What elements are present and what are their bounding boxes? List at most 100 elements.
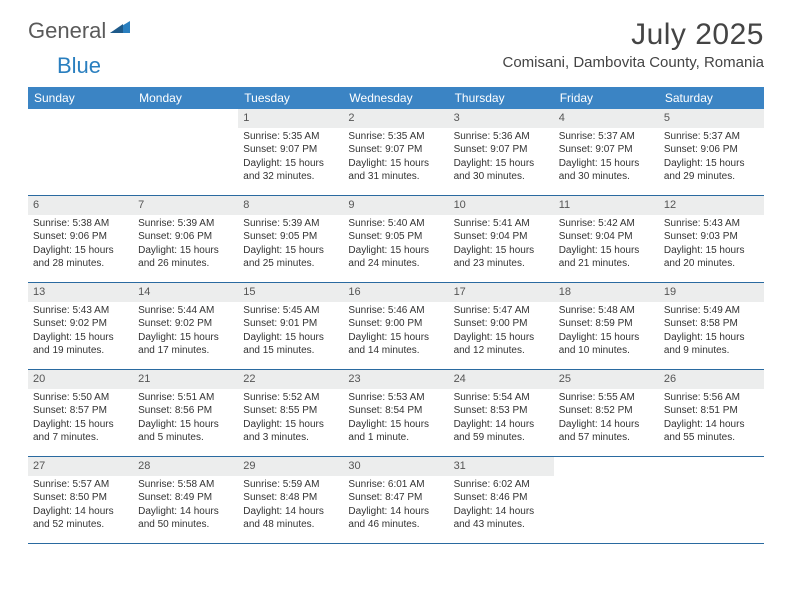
day-day2: and 15 minutes. bbox=[243, 344, 338, 358]
day-number: 29 bbox=[238, 457, 343, 476]
day-day2: and 5 minutes. bbox=[138, 431, 233, 445]
day-cell: 13Sunrise: 5:43 AMSunset: 9:02 PMDayligh… bbox=[28, 283, 133, 369]
day-sunrise: Sunrise: 5:39 AM bbox=[138, 217, 233, 231]
day-day1: Daylight: 15 hours bbox=[33, 418, 128, 432]
day-sunset: Sunset: 8:49 PM bbox=[138, 491, 233, 505]
day-cell: 4Sunrise: 5:37 AMSunset: 9:07 PMDaylight… bbox=[554, 109, 659, 195]
day-number: 18 bbox=[554, 283, 659, 302]
day-number: 14 bbox=[133, 283, 238, 302]
day-number: 27 bbox=[28, 457, 133, 476]
weekday-header: Monday bbox=[133, 87, 238, 109]
day-cell: 17Sunrise: 5:47 AMSunset: 9:00 PMDayligh… bbox=[449, 283, 554, 369]
day-sunset: Sunset: 9:07 PM bbox=[243, 143, 338, 157]
weekday-header: Wednesday bbox=[343, 87, 448, 109]
day-cell: 16Sunrise: 5:46 AMSunset: 9:00 PMDayligh… bbox=[343, 283, 448, 369]
day-cell: 24Sunrise: 5:54 AMSunset: 8:53 PMDayligh… bbox=[449, 370, 554, 456]
day-day2: and 28 minutes. bbox=[33, 257, 128, 271]
day-cell: 18Sunrise: 5:48 AMSunset: 8:59 PMDayligh… bbox=[554, 283, 659, 369]
day-number: 30 bbox=[343, 457, 448, 476]
day-content: Sunrise: 5:43 AMSunset: 9:02 PMDaylight:… bbox=[28, 302, 133, 362]
day-number: 7 bbox=[133, 196, 238, 215]
day-day1: Daylight: 15 hours bbox=[664, 157, 759, 171]
day-sunset: Sunset: 9:06 PM bbox=[664, 143, 759, 157]
day-sunset: Sunset: 9:02 PM bbox=[33, 317, 128, 331]
day-number: 11 bbox=[554, 196, 659, 215]
day-sunrise: Sunrise: 5:43 AM bbox=[664, 217, 759, 231]
day-cell: 8Sunrise: 5:39 AMSunset: 9:05 PMDaylight… bbox=[238, 196, 343, 282]
day-cell: 15Sunrise: 5:45 AMSunset: 9:01 PMDayligh… bbox=[238, 283, 343, 369]
day-sunrise: Sunrise: 5:40 AM bbox=[348, 217, 443, 231]
day-cell: 6Sunrise: 5:38 AMSunset: 9:06 PMDaylight… bbox=[28, 196, 133, 282]
day-sunrise: Sunrise: 5:58 AM bbox=[138, 478, 233, 492]
day-day1: Daylight: 15 hours bbox=[138, 244, 233, 258]
logo-text-general: General bbox=[28, 18, 106, 44]
day-sunset: Sunset: 8:59 PM bbox=[559, 317, 654, 331]
day-day1: Daylight: 15 hours bbox=[243, 157, 338, 171]
day-number: 21 bbox=[133, 370, 238, 389]
day-cell: 5Sunrise: 5:37 AMSunset: 9:06 PMDaylight… bbox=[659, 109, 764, 195]
day-sunrise: Sunrise: 5:39 AM bbox=[243, 217, 338, 231]
day-content: Sunrise: 5:36 AMSunset: 9:07 PMDaylight:… bbox=[449, 128, 554, 188]
day-content: Sunrise: 5:42 AMSunset: 9:04 PMDaylight:… bbox=[554, 215, 659, 275]
day-day2: and 55 minutes. bbox=[664, 431, 759, 445]
day-cell bbox=[133, 109, 238, 195]
day-day1: Daylight: 15 hours bbox=[348, 331, 443, 345]
day-content: Sunrise: 5:56 AMSunset: 8:51 PMDaylight:… bbox=[659, 389, 764, 449]
day-day2: and 46 minutes. bbox=[348, 518, 443, 532]
day-cell: 19Sunrise: 5:49 AMSunset: 8:58 PMDayligh… bbox=[659, 283, 764, 369]
day-sunrise: Sunrise: 6:02 AM bbox=[454, 478, 549, 492]
day-day2: and 17 minutes. bbox=[138, 344, 233, 358]
day-day1: Daylight: 15 hours bbox=[559, 331, 654, 345]
day-sunset: Sunset: 9:07 PM bbox=[559, 143, 654, 157]
day-day1: Daylight: 15 hours bbox=[138, 418, 233, 432]
day-number: 1 bbox=[238, 109, 343, 128]
day-sunrise: Sunrise: 5:37 AM bbox=[664, 130, 759, 144]
day-sunset: Sunset: 8:56 PM bbox=[138, 404, 233, 418]
day-sunrise: Sunrise: 5:47 AM bbox=[454, 304, 549, 318]
weekday-header: Thursday bbox=[449, 87, 554, 109]
day-sunrise: Sunrise: 5:45 AM bbox=[243, 304, 338, 318]
weekday-header: Saturday bbox=[659, 87, 764, 109]
day-sunset: Sunset: 9:01 PM bbox=[243, 317, 338, 331]
day-number: 16 bbox=[343, 283, 448, 302]
day-day2: and 32 minutes. bbox=[243, 170, 338, 184]
day-number: 20 bbox=[28, 370, 133, 389]
day-day1: Daylight: 14 hours bbox=[348, 505, 443, 519]
day-cell: 20Sunrise: 5:50 AMSunset: 8:57 PMDayligh… bbox=[28, 370, 133, 456]
day-content: Sunrise: 5:39 AMSunset: 9:06 PMDaylight:… bbox=[133, 215, 238, 275]
location-text: Comisani, Dambovita County, Romania bbox=[503, 54, 765, 71]
day-content: Sunrise: 6:02 AMSunset: 8:46 PMDaylight:… bbox=[449, 476, 554, 536]
weeks-container: 1Sunrise: 5:35 AMSunset: 9:07 PMDaylight… bbox=[28, 109, 764, 544]
day-day2: and 30 minutes. bbox=[559, 170, 654, 184]
day-number: 9 bbox=[343, 196, 448, 215]
day-sunset: Sunset: 9:07 PM bbox=[348, 143, 443, 157]
day-day2: and 59 minutes. bbox=[454, 431, 549, 445]
day-number: 26 bbox=[659, 370, 764, 389]
day-sunrise: Sunrise: 5:41 AM bbox=[454, 217, 549, 231]
day-day2: and 12 minutes. bbox=[454, 344, 549, 358]
day-content: Sunrise: 5:59 AMSunset: 8:48 PMDaylight:… bbox=[238, 476, 343, 536]
day-day1: Daylight: 14 hours bbox=[664, 418, 759, 432]
week-row: 27Sunrise: 5:57 AMSunset: 8:50 PMDayligh… bbox=[28, 457, 764, 544]
day-day1: Daylight: 15 hours bbox=[454, 244, 549, 258]
week-row: 6Sunrise: 5:38 AMSunset: 9:06 PMDaylight… bbox=[28, 196, 764, 283]
day-day2: and 20 minutes. bbox=[664, 257, 759, 271]
day-content: Sunrise: 5:55 AMSunset: 8:52 PMDaylight:… bbox=[554, 389, 659, 449]
day-number: 2 bbox=[343, 109, 448, 128]
day-cell: 26Sunrise: 5:56 AMSunset: 8:51 PMDayligh… bbox=[659, 370, 764, 456]
day-sunrise: Sunrise: 5:51 AM bbox=[138, 391, 233, 405]
day-content: Sunrise: 5:39 AMSunset: 9:05 PMDaylight:… bbox=[238, 215, 343, 275]
day-cell: 1Sunrise: 5:35 AMSunset: 9:07 PMDaylight… bbox=[238, 109, 343, 195]
day-sunset: Sunset: 8:52 PM bbox=[559, 404, 654, 418]
day-number: 17 bbox=[449, 283, 554, 302]
calendar-grid: Sunday Monday Tuesday Wednesday Thursday… bbox=[28, 87, 764, 544]
day-day2: and 21 minutes. bbox=[559, 257, 654, 271]
day-sunset: Sunset: 9:05 PM bbox=[243, 230, 338, 244]
day-content: Sunrise: 5:38 AMSunset: 9:06 PMDaylight:… bbox=[28, 215, 133, 275]
day-number: 28 bbox=[133, 457, 238, 476]
day-sunrise: Sunrise: 5:46 AM bbox=[348, 304, 443, 318]
day-number: 15 bbox=[238, 283, 343, 302]
day-content: Sunrise: 5:46 AMSunset: 9:00 PMDaylight:… bbox=[343, 302, 448, 362]
day-content: Sunrise: 5:49 AMSunset: 8:58 PMDaylight:… bbox=[659, 302, 764, 362]
day-day1: Daylight: 15 hours bbox=[454, 331, 549, 345]
